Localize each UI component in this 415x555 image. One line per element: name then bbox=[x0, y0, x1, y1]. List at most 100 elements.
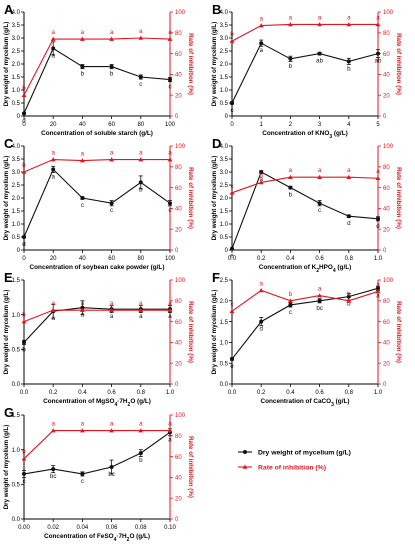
data-point bbox=[21, 169, 27, 174]
right-tick-label: 80 bbox=[383, 299, 390, 305]
significance-label: d bbox=[259, 326, 263, 333]
left-tick-label: 2.0 bbox=[220, 299, 229, 305]
x-axis-label: Concentration of soybean cake powder (g/… bbox=[30, 264, 165, 271]
significance-label: d bbox=[22, 117, 26, 124]
x-tick-label: 0.8 bbox=[345, 256, 354, 262]
legend-marker-dry-weight bbox=[243, 450, 247, 454]
right-tick-label: 20 bbox=[383, 361, 390, 367]
right-tick-label: 20 bbox=[175, 227, 182, 233]
x-tick-label: 1 bbox=[260, 122, 264, 128]
right-tick-label: 0 bbox=[175, 517, 179, 523]
panel-letter: E bbox=[4, 270, 13, 285]
significance-label: b bbox=[139, 186, 143, 193]
left-tick-label: 3.5 bbox=[12, 23, 21, 29]
series-line bbox=[231, 289, 379, 312]
significance-label: a bbox=[110, 313, 114, 320]
significance-label: b bbox=[347, 65, 351, 72]
x-axis-label: Concentration of FeSO4·7H2O (g/L) bbox=[44, 533, 150, 543]
data-point bbox=[258, 288, 264, 293]
data-point bbox=[80, 196, 85, 200]
significance-label: a bbox=[347, 14, 351, 21]
left-tick-label: 1.5 bbox=[12, 209, 21, 215]
x-tick-label: 80 bbox=[137, 256, 144, 262]
data-point bbox=[375, 22, 381, 27]
data-point bbox=[21, 319, 27, 324]
significance-label: bc bbox=[50, 473, 57, 480]
panel-e: E 0.0 0.5 1.0 1.5 0 20 40 60 80 100 0.0 0.2 0.4 0.6 0.8… bbox=[3, 270, 194, 408]
legend-marker-inhibition bbox=[242, 464, 248, 469]
left-tick-label: 3.5 bbox=[12, 157, 21, 163]
significance-label: a bbox=[81, 29, 85, 36]
data-point bbox=[259, 41, 264, 46]
series-line bbox=[23, 309, 170, 323]
significance-label: a bbox=[168, 29, 172, 36]
panel-letter: B bbox=[212, 2, 221, 17]
significance-label: a bbox=[110, 29, 114, 36]
significance-label: b bbox=[259, 172, 263, 179]
left-tick-label: 1.5 bbox=[12, 413, 21, 419]
significance-label: c bbox=[139, 81, 142, 88]
data-point bbox=[376, 216, 380, 221]
right-tick-label: 0 bbox=[175, 248, 179, 254]
data-point bbox=[80, 158, 85, 163]
x-axis-label: Concentration of KNO3 (g/L) bbox=[262, 130, 348, 140]
x-tick-label: 0.00 bbox=[18, 525, 30, 531]
data-point bbox=[80, 471, 85, 476]
significance-label: c bbox=[110, 207, 113, 214]
right-axis-label: Rate of inhibition (%) bbox=[395, 301, 402, 363]
significance-label: bc bbox=[108, 471, 115, 478]
significance-label: a bbox=[168, 313, 172, 320]
left-axis-label: Dry weight of mycelium (g/L) bbox=[211, 22, 218, 107]
left-tick-label: 0 bbox=[225, 248, 229, 254]
right-tick-label: 60 bbox=[175, 52, 182, 58]
left-tick-label: 2.5 bbox=[220, 49, 229, 55]
data-point bbox=[288, 185, 293, 190]
left-tick-label: 1.0 bbox=[12, 222, 21, 228]
x-tick-label: 0.0 bbox=[228, 256, 237, 262]
data-point bbox=[167, 157, 173, 162]
significance-label: b bbox=[289, 291, 293, 298]
right-tick-label: 20 bbox=[383, 227, 390, 233]
series-line bbox=[23, 47, 171, 114]
data-point bbox=[346, 22, 352, 27]
significance-label: a bbox=[376, 168, 380, 175]
right-tick-label: 60 bbox=[383, 320, 390, 326]
right-tick-label: 100 bbox=[175, 144, 186, 150]
data-point bbox=[109, 307, 114, 312]
series-line bbox=[231, 176, 379, 194]
data-point bbox=[138, 451, 143, 456]
left-tick-label: 0.0 bbox=[220, 382, 229, 388]
data-point bbox=[138, 307, 144, 312]
significance-label: a bbox=[51, 173, 55, 180]
right-tick-label: 40 bbox=[175, 476, 182, 482]
left-axis-label: Dry weight of mycelium (g/L) bbox=[211, 290, 218, 375]
significance-label: a bbox=[139, 313, 143, 320]
x-tick-label: 0.4 bbox=[286, 256, 295, 262]
data-point bbox=[109, 465, 114, 469]
significance-label: a bbox=[168, 436, 172, 443]
panel-letter: C bbox=[4, 136, 14, 151]
x-tick-label: 0.06 bbox=[106, 525, 118, 531]
significance-label: b bbox=[81, 71, 85, 78]
significance-label: a bbox=[51, 29, 55, 36]
data-point bbox=[22, 235, 26, 239]
right-tick-label: 0 bbox=[383, 382, 387, 388]
data-point bbox=[346, 174, 352, 179]
significance-label: a bbox=[51, 52, 55, 59]
right-tick-label: 100 bbox=[383, 144, 394, 150]
series-inhibition-rate: b a a a a a bbox=[21, 150, 173, 174]
significance-label: a bbox=[259, 16, 263, 23]
left-tick-label: 1.5 bbox=[12, 278, 21, 284]
right-tick-label: 60 bbox=[175, 186, 182, 192]
significance-label: bc bbox=[316, 305, 323, 312]
left-tick-label: 1.5 bbox=[12, 75, 21, 81]
significance-label: a bbox=[376, 14, 380, 21]
left-tick-label: 3.0 bbox=[12, 170, 21, 176]
right-tick-label: 0 bbox=[175, 114, 179, 120]
data-point bbox=[258, 180, 264, 185]
data-point bbox=[346, 214, 351, 219]
x-tick-label: 0.8 bbox=[345, 390, 354, 396]
left-tick-label: 2.5 bbox=[12, 183, 21, 189]
left-tick-label: 1.0 bbox=[12, 448, 21, 454]
